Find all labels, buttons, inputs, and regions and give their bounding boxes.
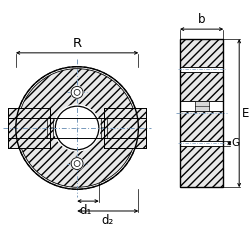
Circle shape (71, 158, 83, 170)
Text: d₂: d₂ (102, 214, 114, 227)
Circle shape (70, 157, 84, 170)
Circle shape (70, 86, 84, 99)
Bar (180, 146, 224, 187)
Bar (195, 101, 208, 111)
Bar (180, 141, 224, 146)
Bar (180, 39, 224, 187)
Bar (180, 101, 224, 111)
Wedge shape (18, 128, 136, 187)
Circle shape (53, 104, 101, 152)
Text: d₁: d₁ (80, 204, 92, 217)
Bar (8, 108, 50, 148)
Wedge shape (18, 69, 136, 128)
Circle shape (71, 86, 83, 98)
Bar (104, 108, 146, 148)
Text: E: E (242, 107, 250, 120)
Bar (180, 39, 224, 67)
Bar (180, 111, 224, 141)
Bar (180, 72, 224, 101)
Circle shape (55, 106, 99, 150)
Text: R: R (72, 37, 82, 50)
Circle shape (74, 90, 80, 95)
Bar (180, 67, 224, 72)
Text: b: b (198, 13, 205, 26)
Text: G: G (231, 138, 239, 148)
Circle shape (74, 160, 80, 166)
